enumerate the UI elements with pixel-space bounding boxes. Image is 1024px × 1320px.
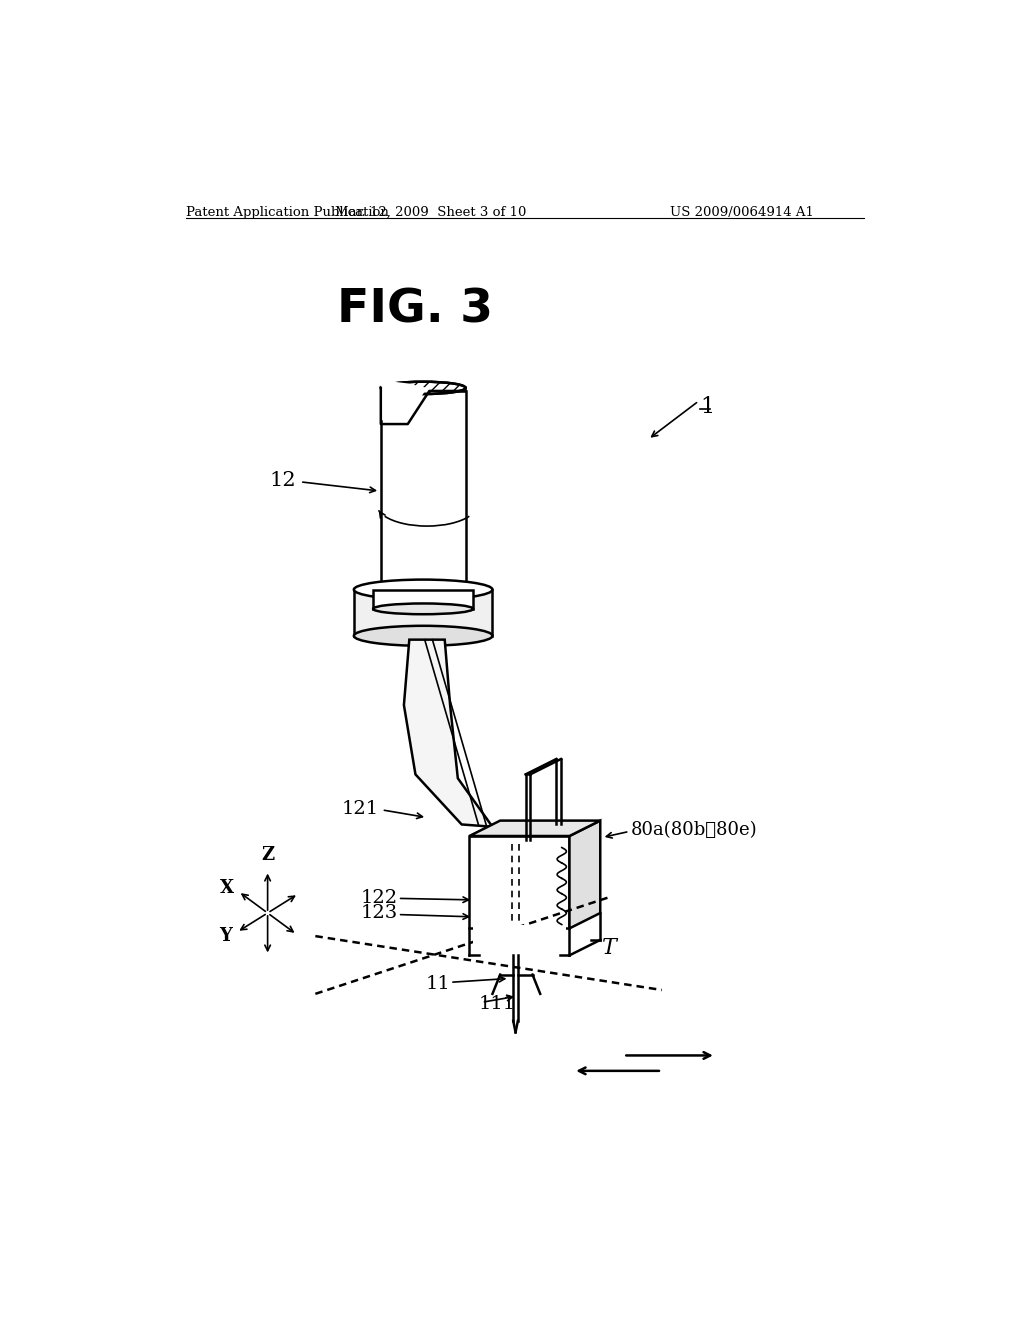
- Polygon shape: [373, 590, 473, 609]
- Ellipse shape: [354, 579, 493, 599]
- Text: 111: 111: [478, 995, 516, 1012]
- Polygon shape: [569, 821, 600, 928]
- Polygon shape: [469, 836, 569, 928]
- Polygon shape: [381, 380, 427, 420]
- Text: US 2009/0064914 A1: US 2009/0064914 A1: [670, 206, 813, 219]
- Text: 122: 122: [360, 888, 397, 907]
- Polygon shape: [403, 640, 493, 826]
- Text: FIG. 3: FIG. 3: [338, 288, 494, 333]
- Polygon shape: [354, 590, 493, 636]
- Text: X: X: [219, 879, 233, 896]
- Text: T: T: [602, 937, 616, 958]
- Text: Mar. 12, 2009  Sheet 3 of 10: Mar. 12, 2009 Sheet 3 of 10: [335, 206, 526, 219]
- Text: 11: 11: [425, 975, 451, 993]
- Polygon shape: [473, 924, 565, 952]
- Text: 1: 1: [700, 396, 715, 417]
- Text: 123: 123: [360, 904, 397, 921]
- Polygon shape: [381, 391, 466, 590]
- Text: Z: Z: [261, 846, 274, 865]
- Text: 80a(80b〜80e): 80a(80b〜80e): [631, 821, 758, 838]
- Text: 12: 12: [269, 471, 296, 490]
- Text: Y: Y: [219, 927, 232, 945]
- Polygon shape: [469, 821, 600, 836]
- Text: Patent Application Publication: Patent Application Publication: [186, 206, 389, 219]
- Ellipse shape: [381, 381, 466, 395]
- Text: 121: 121: [341, 800, 379, 818]
- Ellipse shape: [354, 626, 493, 645]
- Ellipse shape: [381, 582, 466, 597]
- Ellipse shape: [373, 603, 473, 614]
